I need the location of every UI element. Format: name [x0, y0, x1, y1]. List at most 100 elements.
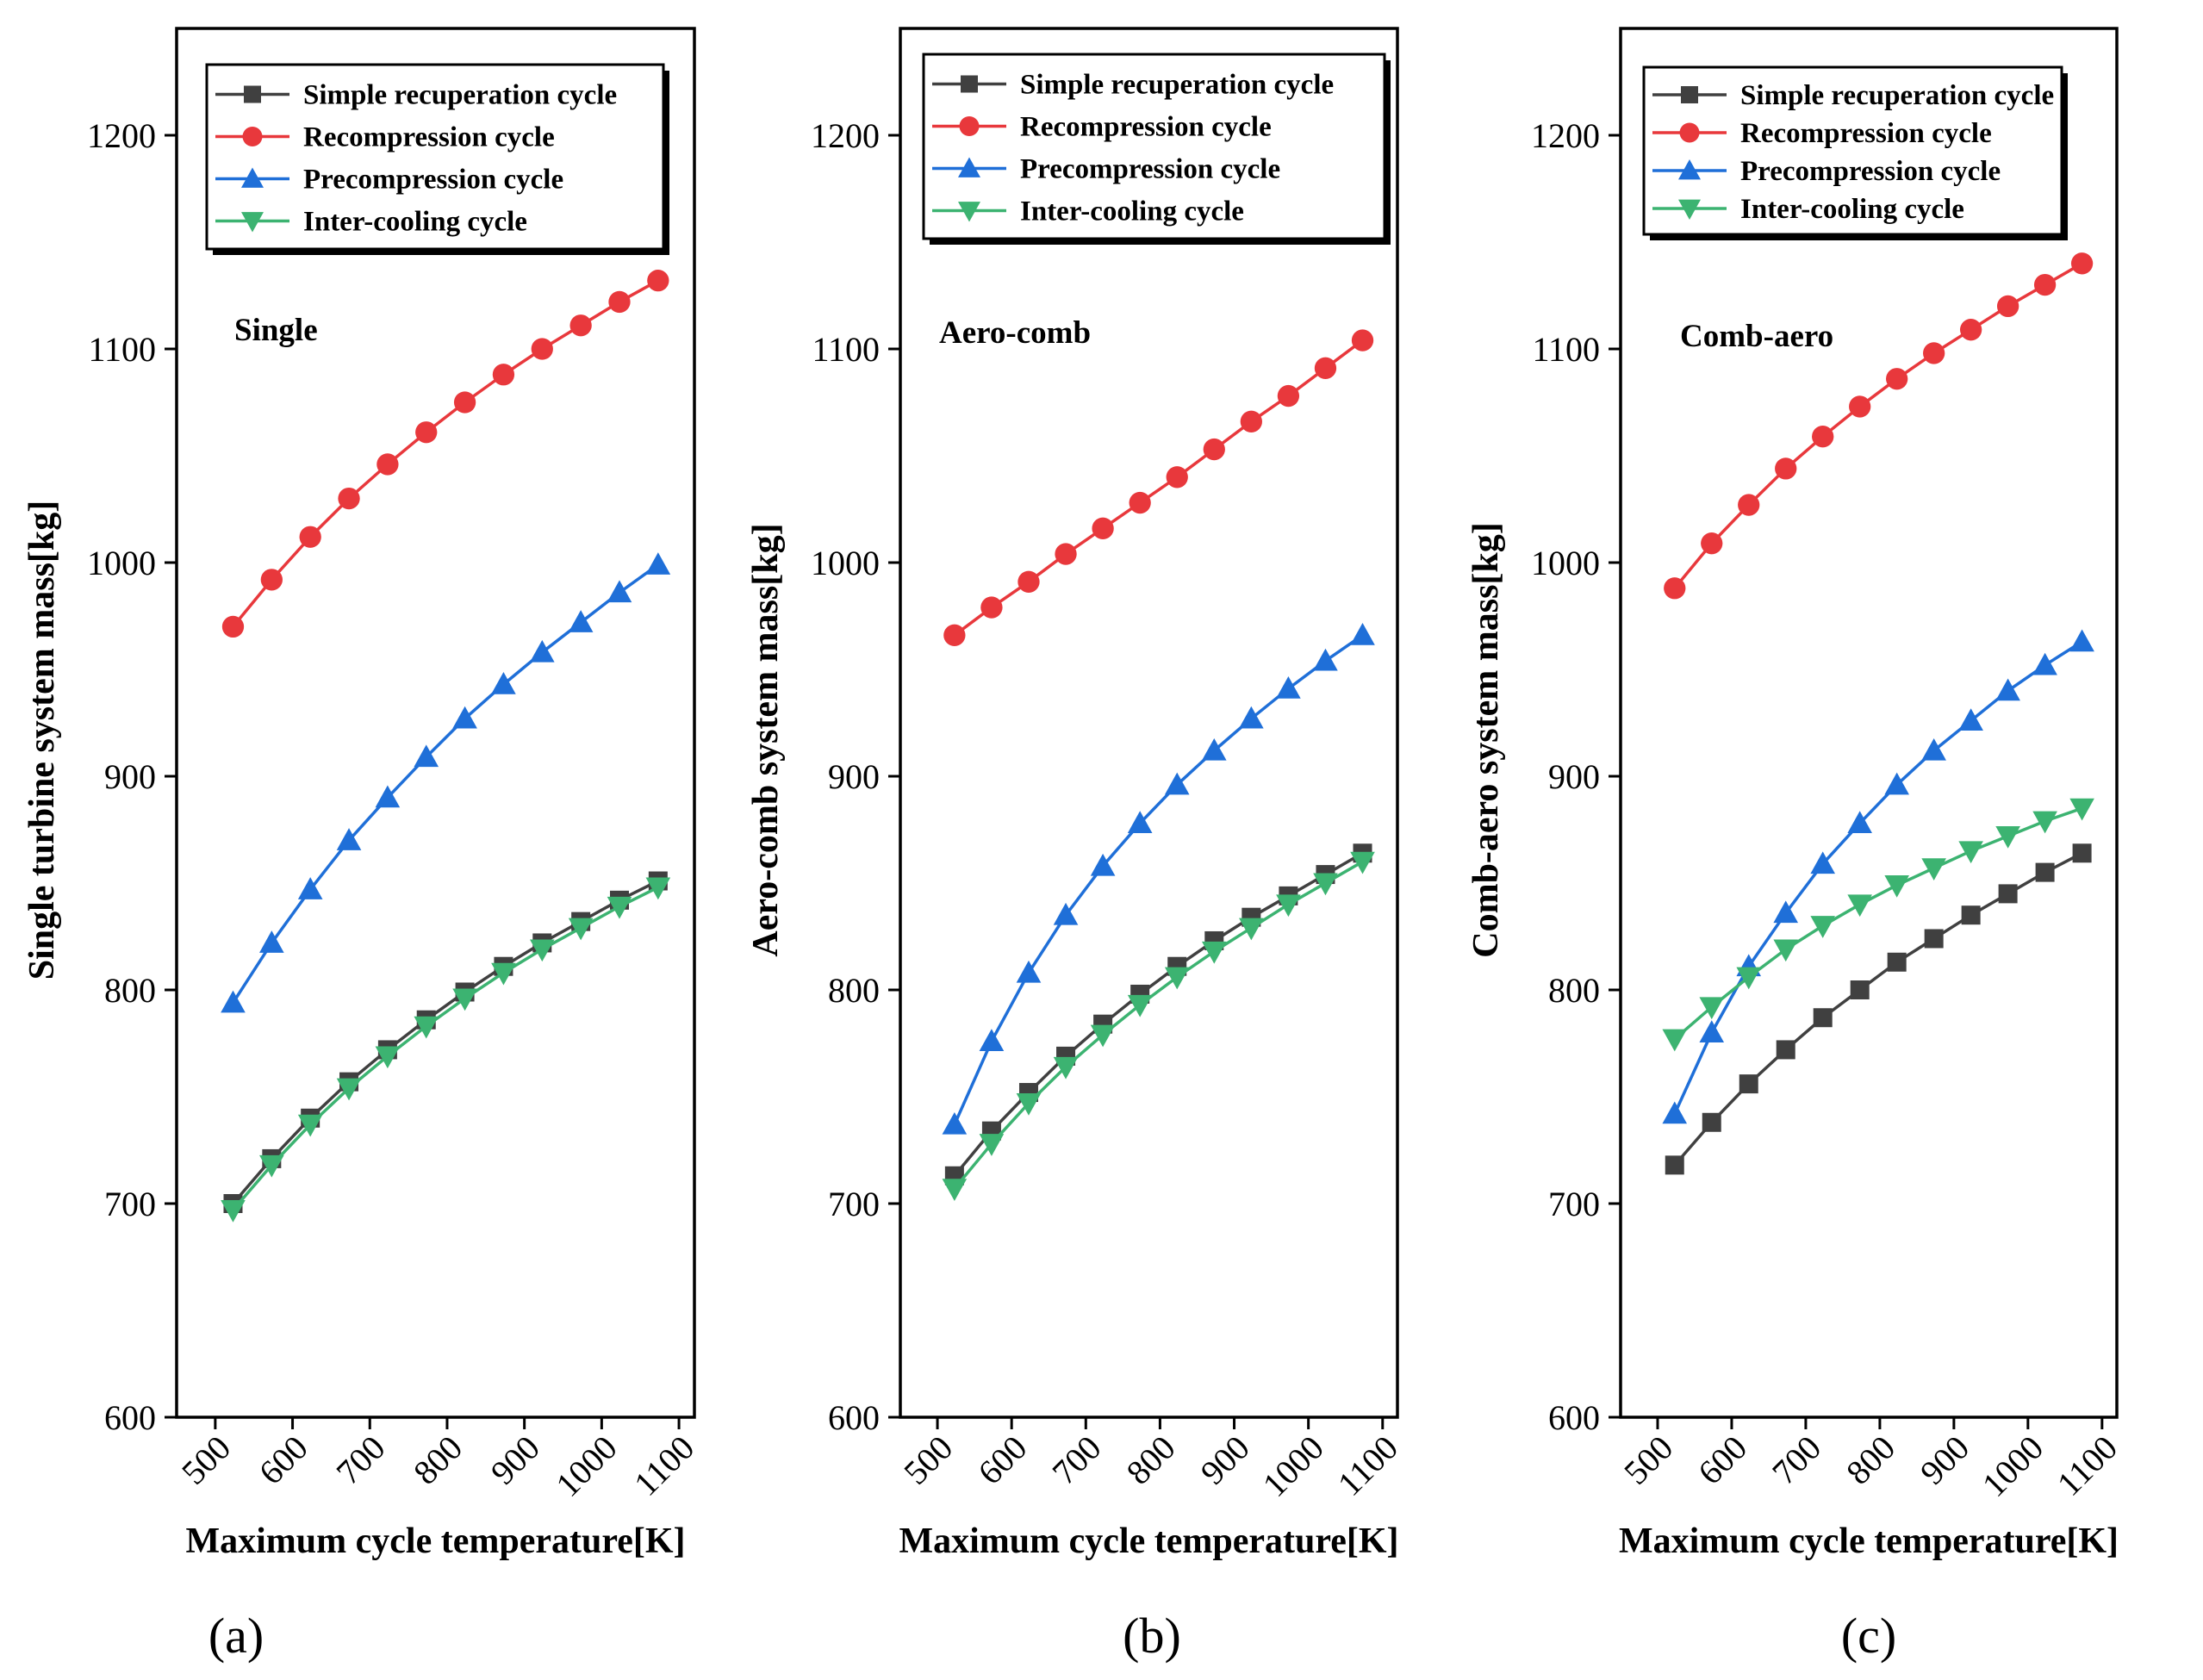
- data-point: [1201, 737, 1227, 761]
- data-point: [568, 610, 594, 632]
- x-tick-label: 600: [970, 1428, 1034, 1492]
- legend-entry: Precompression cycle: [1020, 154, 1280, 185]
- data-point: [2069, 798, 2094, 821]
- series-precompression-cycle: [221, 552, 671, 1013]
- legend-box: [922, 53, 1386, 240]
- legend-marker: [244, 85, 261, 103]
- data-point: [1775, 457, 1797, 480]
- legend-entry: Recompression cycle: [1020, 112, 1272, 143]
- data-point: [1240, 410, 1262, 432]
- y-tick-label: 1200: [1531, 116, 1600, 155]
- data-point: [1736, 967, 1762, 990]
- data-point: [1958, 708, 1983, 731]
- x-axis-label: Maximum cycle temperature[K]: [1619, 1521, 2119, 1561]
- data-point: [1995, 826, 2020, 849]
- data-point: [414, 1016, 439, 1039]
- x-tick-label: 900: [1193, 1428, 1257, 1492]
- plot-frame: [899, 27, 1399, 1419]
- plot-frame: [1619, 27, 2119, 1419]
- data-point: [299, 526, 321, 548]
- legend-marker: [959, 116, 980, 136]
- x-tick-label: 1000: [1975, 1428, 2051, 1504]
- series-simple-recuperation-cycle: [223, 871, 668, 1213]
- data-point: [1166, 466, 1188, 488]
- series-simple-recuperation-cycle: [1665, 843, 2092, 1175]
- x-tick-label: 1100: [626, 1428, 701, 1503]
- y-axis-label: Comb-aero system mass[kg]: [1466, 522, 1506, 958]
- y-axis-label: Single turbine system mass[kg]: [22, 501, 62, 980]
- x-tick-label: 800: [406, 1428, 470, 1492]
- panel-label: (b): [1123, 1608, 1181, 1664]
- data-point: [1850, 980, 1870, 999]
- series-recompression-cycle: [221, 269, 669, 638]
- data-point: [1164, 967, 1190, 990]
- legend-marker: [241, 167, 264, 188]
- data-point: [979, 1029, 1005, 1051]
- series-simple-recuperation-cycle: [944, 843, 1372, 1185]
- legend-marker: [1678, 199, 1701, 220]
- x-tick-label: 900: [483, 1428, 547, 1492]
- y-tick-label: 800: [1548, 971, 1600, 1010]
- data-point: [453, 391, 476, 414]
- data-point: [338, 487, 360, 510]
- x-tick-label: 700: [1764, 1428, 1828, 1492]
- legend-marker: [958, 202, 980, 222]
- data-point: [2032, 811, 2057, 834]
- y-tick-label: 600: [828, 1398, 880, 1437]
- series-line: [232, 879, 659, 1205]
- y-tick-label: 1100: [1532, 330, 1600, 369]
- data-point: [452, 988, 477, 1011]
- y-tick-label: 1000: [1531, 544, 1600, 582]
- data-point: [607, 896, 632, 919]
- data-point: [452, 706, 477, 729]
- series-inter-cooling-cycle: [942, 851, 1375, 1201]
- data-point: [1739, 1074, 1758, 1094]
- data-point: [1313, 648, 1338, 671]
- data-point: [375, 785, 401, 808]
- data-point: [1129, 491, 1151, 514]
- data-point: [2033, 273, 2057, 296]
- x-tick-label: 700: [1044, 1428, 1108, 1492]
- data-point: [2032, 652, 2057, 675]
- data-point: [1847, 894, 1872, 918]
- data-point: [1090, 1024, 1116, 1048]
- y-tick-label: 900: [104, 757, 156, 796]
- y-tick-label: 1100: [812, 330, 880, 369]
- data-point: [2069, 629, 2094, 652]
- y-tick-label: 800: [104, 971, 156, 1010]
- x-tick-label: 1100: [2050, 1428, 2125, 1503]
- data-point: [1921, 737, 1946, 761]
- series-inter-cooling-cycle: [221, 877, 671, 1223]
- panel-annotation: Comb-aero: [1680, 319, 1833, 354]
- data-point: [259, 1154, 284, 1178]
- data-point: [1276, 894, 1301, 918]
- data-point: [1959, 319, 1982, 341]
- legend-entry: Recompression cycle: [1740, 118, 1992, 149]
- series-precompression-cycle: [1662, 629, 2094, 1124]
- data-point: [1053, 1056, 1079, 1080]
- data-point: [1773, 939, 1799, 962]
- data-point: [1164, 772, 1190, 795]
- y-tick-label: 600: [104, 1398, 156, 1437]
- data-point: [645, 552, 671, 575]
- data-point: [1998, 884, 2018, 904]
- data-point: [1886, 368, 1908, 390]
- legend-marker: [958, 157, 980, 177]
- series-line: [953, 633, 1364, 1125]
- data-point: [259, 930, 284, 953]
- data-point: [336, 1078, 362, 1101]
- data-point: [1996, 295, 2019, 318]
- y-tick-label: 1000: [87, 544, 156, 582]
- data-point: [1961, 905, 1981, 925]
- series-recompression-cycle: [943, 329, 1374, 646]
- y-tick-label: 1200: [811, 116, 880, 155]
- data-point: [491, 962, 516, 986]
- x-tick-label: 500: [896, 1428, 960, 1492]
- legend-marker: [242, 127, 263, 146]
- y-axis-label: Aero-comb system mass[kg]: [746, 523, 786, 956]
- data-point: [1699, 1020, 1725, 1043]
- data-point: [1662, 1029, 1688, 1052]
- data-point: [491, 672, 516, 694]
- legend-marker: [1679, 122, 1700, 143]
